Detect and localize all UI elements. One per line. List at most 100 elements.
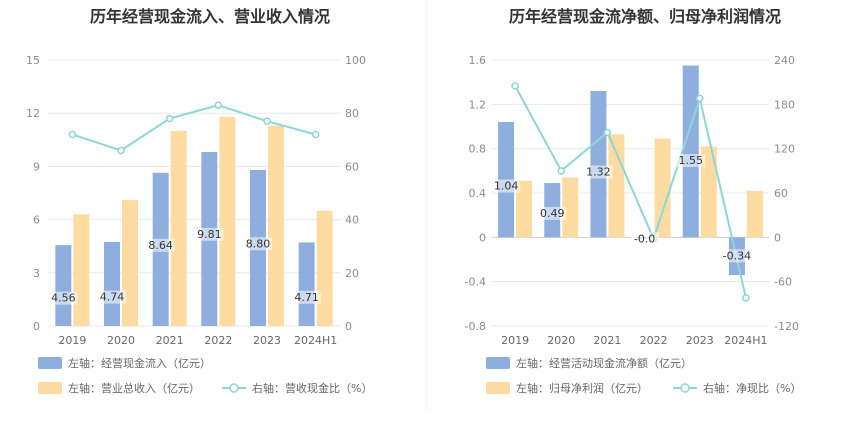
x-axis-tick: 2023: [253, 334, 281, 347]
bar-secondary: [73, 214, 90, 326]
bar-data-label: 1.55: [679, 154, 704, 167]
bar-primary: [682, 65, 699, 238]
x-axis-tick: 2023: [686, 334, 714, 347]
right-axis-tick: -60: [774, 276, 792, 289]
bar-secondary: [608, 134, 625, 238]
bar-data-label: 8.80: [246, 237, 271, 250]
right-axis-tick: -120: [774, 320, 799, 333]
bar-data-label: 1.04: [494, 179, 519, 192]
data-label-bg: [676, 154, 705, 168]
bar-secondary: [122, 200, 138, 326]
bar-data-label: 8.64: [148, 239, 173, 252]
x-axis-tick: 2020: [107, 334, 135, 347]
bar-data-label: -0.0: [634, 232, 655, 245]
legend-label: 左轴：营业总收入（亿元）: [68, 381, 200, 395]
bar-data-label: -0.34: [723, 249, 751, 262]
x-axis-tick: 2022: [640, 334, 668, 347]
x-axis-tick: 2019: [501, 334, 529, 347]
chart-title: 历年经营现金流净额、归母净利润情况: [509, 7, 781, 26]
ratio-point: [603, 128, 612, 137]
ratio-point: [263, 117, 271, 125]
chart-2: 历年经营现金流净额、归母净利润情况 -0.8 -0.4 0 0.4 0.8 1.2 1.6 -1…: [465, 7, 802, 395]
legend-label: 右轴：营收现金比（%）: [252, 381, 372, 395]
left-axis-tick: 0: [479, 231, 486, 244]
ratio-point: [742, 294, 750, 302]
bar-secondary: [268, 125, 284, 326]
right-axis-tick: 0: [774, 231, 781, 244]
ratio-line: [514, 85, 747, 299]
right-axis-tick: 20: [345, 267, 359, 280]
left-axis-tick: 1.2: [469, 98, 487, 111]
legend-swatch: [38, 382, 62, 394]
data-label-bg: [630, 232, 659, 246]
left-axis-tick: 9: [33, 160, 40, 173]
bar-data-label: 4.56: [51, 292, 76, 305]
legend-swatch: [38, 357, 62, 369]
x-axis-tick: 2024H1: [724, 334, 767, 347]
x-axis-tick: 2022: [204, 334, 232, 347]
right-axis-tick: 0: [345, 320, 352, 333]
bar-secondary: [562, 177, 579, 238]
data-label-bg: [195, 227, 224, 241]
bar-data-label: 4.71: [294, 291, 319, 304]
x-axis-tick: 2021: [156, 334, 184, 347]
ratio-point: [68, 130, 77, 139]
bar-data-label: 0.49: [540, 207, 565, 220]
right-axis-tick: 100: [345, 54, 366, 67]
left-axis-tick: 15: [26, 54, 40, 67]
bar-secondary: [170, 130, 187, 326]
right-axis-tick: 120: [774, 143, 795, 156]
data-label-bg: [49, 291, 78, 305]
chart-1: 历年经营现金流入、营业收入情况 0 3 6 9 12 15 0 20 40 60 80 100 2019 2…: [26, 7, 372, 395]
ratio-point: [696, 94, 704, 103]
bar-data-label: 9.81: [197, 228, 222, 241]
data-label-bg: [146, 238, 175, 252]
left-axis-tick: 0.8: [469, 143, 487, 156]
bar-secondary: [746, 190, 763, 238]
data-label-bg: [491, 179, 521, 193]
right-axis-tick: 240: [774, 54, 795, 67]
left-axis-tick: 12: [26, 107, 40, 120]
legend-label: 左轴：经营现金流入（亿元）: [68, 356, 211, 370]
legend-label: 左轴：经营活动现金流净额（亿元）: [516, 356, 692, 370]
bar-data-label: 4.74: [100, 291, 125, 304]
chart-title: 历年经营现金流入、营业收入情况: [90, 7, 330, 26]
legend-swatch: [486, 357, 510, 369]
bar-secondary: [654, 138, 671, 238]
bar-data-label: 1.32: [586, 165, 611, 178]
left-axis-tick: 3: [33, 267, 40, 280]
ratio-point: [117, 146, 125, 155]
left-axis-tick: 1.6: [469, 54, 487, 67]
right-axis-tick: 80: [345, 107, 359, 120]
bar-primary: [104, 241, 120, 326]
legend-point-swatch: [229, 383, 239, 393]
x-axis-tick: 2024H1: [294, 334, 337, 347]
right-axis-tick: 60: [774, 187, 788, 200]
bar-primary: [298, 242, 315, 326]
legend-swatch: [486, 382, 510, 394]
ratio-point: [557, 167, 565, 175]
left-axis-tick: 6: [33, 214, 40, 227]
data-label-bg: [584, 165, 613, 179]
x-axis-tick: 2019: [58, 334, 86, 347]
x-axis-tick: 2021: [593, 334, 621, 347]
ratio-point: [511, 82, 519, 90]
left-axis-tick: -0.8: [465, 320, 486, 333]
data-label-bg: [538, 206, 567, 220]
legend-point-swatch: [680, 383, 690, 393]
ratio-point: [165, 114, 174, 123]
data-label-bg: [292, 290, 321, 304]
bar-secondary: [516, 180, 533, 238]
bar-secondary: [219, 116, 236, 326]
right-axis-tick: 60: [345, 160, 359, 173]
bar-primary: [55, 245, 72, 326]
legend-label: 左轴：归母净利润（亿元）: [516, 381, 648, 395]
data-label-bg: [97, 290, 127, 304]
ratio-point: [214, 101, 223, 109]
bar-secondary: [700, 146, 717, 238]
ratio-point: [311, 130, 320, 139]
ratio-line: [72, 104, 316, 152]
left-axis-tick: 0.4: [469, 187, 487, 200]
right-axis-tick: 40: [345, 214, 359, 227]
